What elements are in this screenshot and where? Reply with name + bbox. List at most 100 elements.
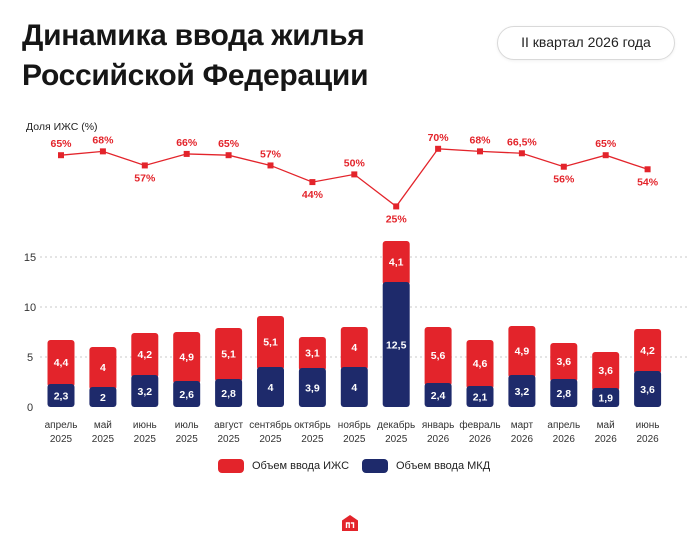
share-label: 57% <box>260 148 282 160</box>
x-tick-label-year: 2025 <box>301 434 324 445</box>
bar-label-mkd: 3,2 <box>515 386 530 398</box>
legend-label-ijs: Объем ввода ИЖС <box>252 460 350 472</box>
y-tick-label: 10 <box>24 302 36 314</box>
share-point <box>602 152 609 159</box>
x-tick-label-year: 2026 <box>511 434 534 445</box>
share-label: 68% <box>469 134 491 146</box>
bar-ijs <box>634 329 662 374</box>
bar-mkd <box>298 368 326 407</box>
x-tick-label-month: октябрь <box>294 419 331 431</box>
bar-label-ijs: 3,6 <box>598 365 613 377</box>
chart-canvas: 0 5 10 15 4,4 2,3 апрель 2025 4 2 май 2025 4,2 3,2 июн… <box>24 121 690 445</box>
bar-label-mkd: 3,9 <box>305 383 320 395</box>
share-point <box>560 163 567 170</box>
bar-label-ijs: 5,1 <box>263 337 278 349</box>
legend-label-mkd: Объем ввода МКД <box>396 460 491 472</box>
bar-label-ijs: 4 <box>351 342 357 354</box>
legend-item-ijs: Объем ввода ИЖС <box>218 459 349 473</box>
bar-mkd <box>173 381 201 407</box>
x-tick-label-month: март <box>511 420 534 431</box>
legend-swatch-mkd <box>362 459 388 473</box>
share-label: 25% <box>386 213 408 225</box>
chart-legend: Объем ввода ИЖС Объем ввода МКД <box>0 459 700 479</box>
share-label: 54% <box>637 176 659 188</box>
share-label: 70% <box>428 132 450 144</box>
bar-mkd <box>47 384 75 407</box>
share-label: 65% <box>218 138 240 150</box>
bar-label-mkd: 2,3 <box>54 391 69 403</box>
share-point <box>141 162 148 169</box>
bar-label-ijs: 3,6 <box>556 356 571 368</box>
bar-label-ijs: 5,6 <box>431 350 446 362</box>
bar-label-ijs: 4 <box>100 362 106 374</box>
x-tick-label-year: 2026 <box>595 434 618 445</box>
share-label: 57% <box>134 172 156 184</box>
share-point <box>477 148 483 155</box>
share-point <box>225 152 232 159</box>
share-label: 66,5% <box>507 136 537 148</box>
bar-label-ijs: 4,4 <box>54 357 69 369</box>
x-tick-label-year: 2026 <box>469 434 492 445</box>
x-tick-label-year: 2025 <box>92 434 115 445</box>
bar-label-ijs: 4,9 <box>179 352 194 364</box>
bar-label-mkd: 2,8 <box>221 388 236 400</box>
x-tick-label-month: сентябрь <box>249 419 292 431</box>
bar-label-mkd: 12,5 <box>386 340 407 352</box>
x-tick-label-month: декабрь <box>377 419 415 431</box>
bar-mkd <box>215 379 243 407</box>
share-point <box>267 162 274 169</box>
x-tick-label-month: май <box>597 420 615 431</box>
x-tick-label-year: 2025 <box>217 434 240 445</box>
bar-label-mkd: 4 <box>351 382 357 394</box>
bar-label-mkd: 2,1 <box>473 392 488 404</box>
bar-label-mkd: 2,4 <box>431 390 446 402</box>
line-y-label: Доля ИЖС (%) <box>26 121 98 133</box>
bar-ijs <box>298 337 326 371</box>
chart-title: Динамика ввода жилья Российской Федераци… <box>22 16 369 96</box>
bar-mkd <box>466 386 494 407</box>
bar-mkd <box>424 383 452 407</box>
bar-ijs <box>466 340 494 389</box>
bar-mkd <box>382 282 410 407</box>
title-line-1: Динамика ввода жилья <box>22 19 365 52</box>
x-tick-label-month: январь <box>422 420 454 431</box>
x-tick-label-year: 2025 <box>259 434 282 445</box>
bar-ijs <box>382 241 410 285</box>
bar-label-ijs: 4,2 <box>137 349 152 361</box>
bar-ijs <box>550 343 578 382</box>
y-tick-label: 0 <box>27 402 33 414</box>
bar-mkd <box>340 367 368 407</box>
period-badge: II квартал 2026 года <box>497 26 675 60</box>
share-label: 56% <box>553 174 575 186</box>
x-tick-label-year: 2025 <box>50 434 73 445</box>
x-tick-label-year: 2025 <box>385 434 408 445</box>
bar-label-mkd: 3,2 <box>137 386 152 398</box>
bar-label-ijs: 4,9 <box>515 346 530 358</box>
bar-label-mkd: 4 <box>268 382 274 394</box>
share-point <box>183 150 190 157</box>
bar-label-ijs: 4,2 <box>640 345 655 357</box>
bar-mkd <box>131 375 159 407</box>
y-tick-label: 5 <box>27 352 33 364</box>
bar-label-mkd: 2,6 <box>179 389 194 401</box>
bar-ijs <box>340 327 368 370</box>
x-tick-label-year: 2026 <box>636 434 659 445</box>
share-point <box>99 148 106 155</box>
share-point <box>435 145 442 152</box>
title-line-2: Российской Федерации <box>22 59 369 92</box>
bar-mkd <box>550 379 578 407</box>
legend-swatch-ijs <box>218 459 244 473</box>
bar-ijs <box>424 327 452 386</box>
bar-label-ijs: 5,1 <box>221 349 236 361</box>
share-label: 65% <box>595 138 617 150</box>
share-point <box>58 152 64 159</box>
bar-label-ijs: 3,1 <box>305 348 320 360</box>
bar-mkd <box>257 367 284 407</box>
y-tick-label: 15 <box>24 252 36 264</box>
bar-ijs <box>508 326 536 378</box>
share-label: 66% <box>176 137 198 149</box>
share-label: 65% <box>50 138 72 150</box>
bar-mkd <box>508 375 536 407</box>
x-tick-label-month: апрель <box>45 420 78 431</box>
share-point <box>644 166 651 173</box>
